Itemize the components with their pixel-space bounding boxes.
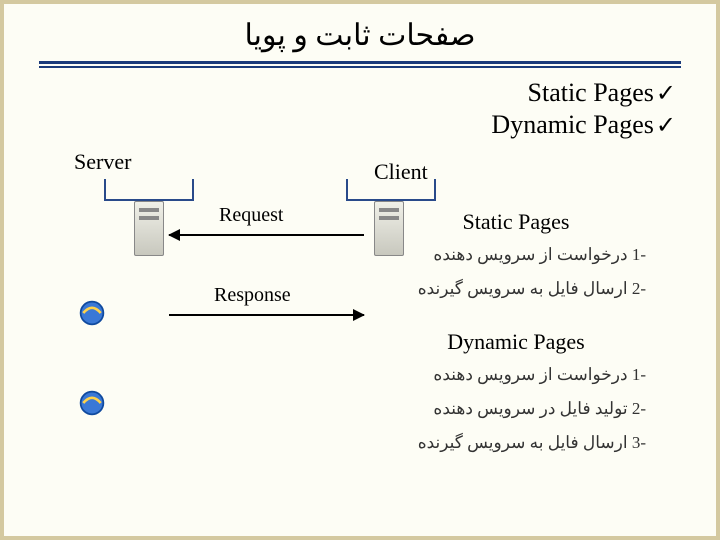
server-label: Server (74, 149, 131, 175)
dynamic-section-title: Dynamic Pages (386, 329, 646, 355)
request-label: Request (219, 204, 283, 227)
browser-icon (78, 389, 106, 417)
bullet-static: Static Pages✓ (34, 78, 676, 108)
title-divider (39, 61, 681, 64)
static-step: -2 ارسال فایل به سرویس گیرنده (386, 279, 646, 299)
browser-icon (78, 299, 106, 327)
check-icon: ✓ (656, 113, 676, 139)
response-arrow (169, 314, 364, 316)
bullet-dynamic: Dynamic Pages✓ (34, 110, 676, 140)
dynamic-step: -2 تولید فایل در سرویس دهنده (386, 399, 646, 419)
bullet-list: Static Pages✓ Dynamic Pages✓ (34, 78, 686, 140)
static-section-title: Static Pages (386, 209, 646, 235)
dynamic-step: -1 درخواست از سرویس دهنده (386, 365, 646, 385)
request-arrow (169, 234, 364, 236)
client-stem (346, 179, 348, 199)
server-icon (134, 201, 164, 256)
slide-title: صفحات ثابت و پویا (34, 14, 686, 61)
static-step: -1 درخواست از سرویس دهنده (386, 245, 646, 265)
bullet-label: Dynamic Pages (491, 110, 653, 139)
title-divider-thin (39, 66, 681, 68)
right-content: Static Pages -1 درخواست از سرویس دهنده -… (386, 209, 646, 467)
bullet-label: Static Pages (528, 78, 654, 107)
check-icon: ✓ (656, 81, 676, 107)
slide: صفحات ثابت و پویا Static Pages✓ Dynamic … (34, 14, 686, 526)
dynamic-step: -3 ارسال فایل به سرویس گیرنده (386, 433, 646, 453)
response-label: Response (214, 284, 291, 307)
server-stem (192, 179, 194, 199)
server-stem (104, 179, 106, 199)
client-stem (434, 179, 436, 199)
client-label: Client (374, 159, 428, 185)
